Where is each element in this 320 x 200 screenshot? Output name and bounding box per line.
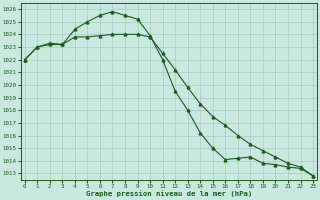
X-axis label: Graphe pression niveau de la mer (hPa): Graphe pression niveau de la mer (hPa) (86, 190, 252, 197)
